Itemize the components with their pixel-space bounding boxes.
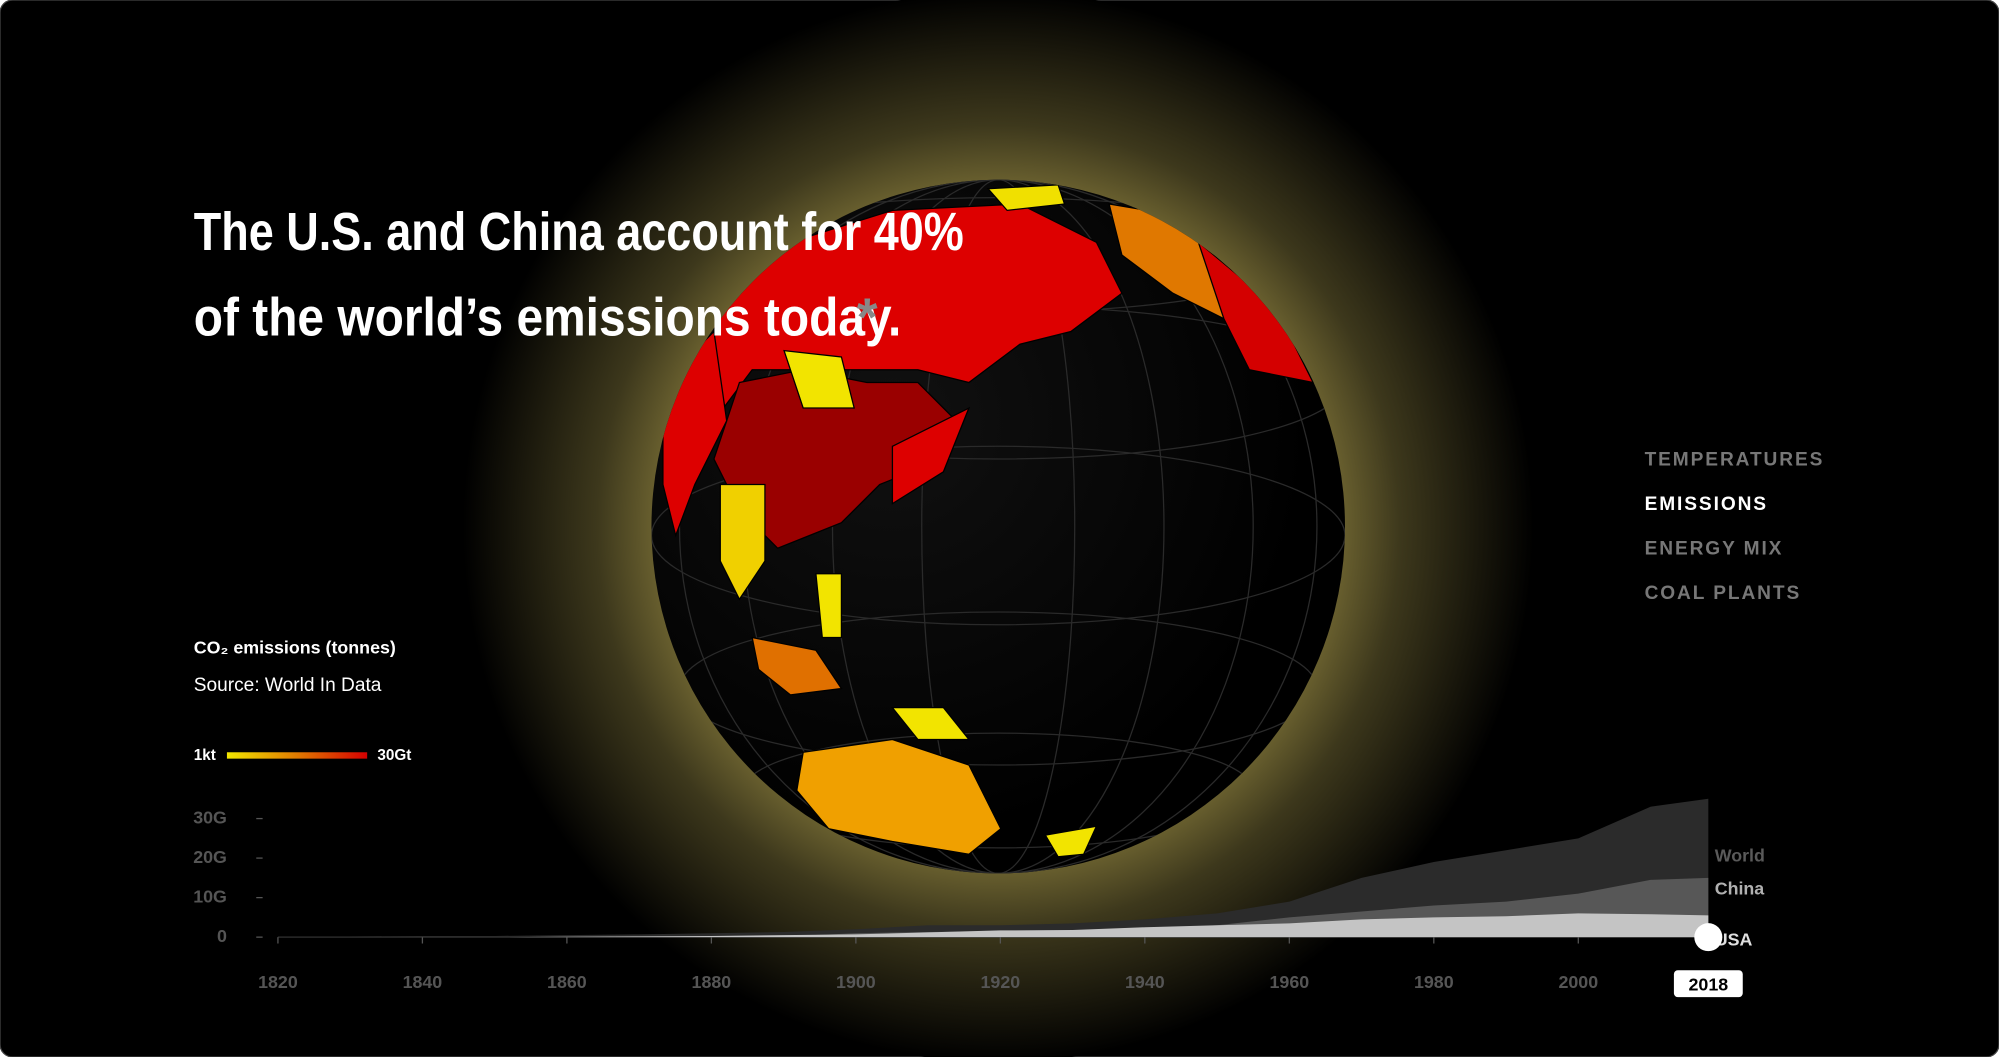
legend-label: USA <box>1715 930 1753 950</box>
x-tick-label: 2000 <box>1558 972 1598 992</box>
headline-line: of the world’s emissions today. <box>194 288 902 347</box>
nav-item[interactable]: COAL PLANTS <box>1645 583 1802 604</box>
scale-min-label: 1kt <box>194 747 216 764</box>
y-tick-label: 0 <box>217 926 227 946</box>
scale-max-label: 30Gt <box>377 747 411 764</box>
year-label: 2018 <box>1688 974 1728 994</box>
y-tick-label: 20G <box>193 847 227 867</box>
x-tick-label: 1940 <box>1125 972 1165 992</box>
y-tick-label: 10G <box>193 886 227 906</box>
legend: CO₂ emissions (tonnes) Source: World In … <box>194 638 412 764</box>
country-greenland <box>986 184 1066 212</box>
country-japan <box>891 406 971 505</box>
nav-item[interactable]: EMISSIONS <box>1645 494 1768 515</box>
country-indonesia <box>751 636 843 696</box>
year-slider-handle[interactable] <box>1694 923 1723 952</box>
color-scale <box>226 752 368 759</box>
headline: The U.S. and China account for 40% of th… <box>194 203 964 347</box>
emissions-chart: 0 10G 20G 30G 1820 1840 1860 1880 1900 1920 1940 19… <box>193 798 1766 998</box>
nav-item[interactable]: TEMPERATURES <box>1645 449 1825 470</box>
x-tick-label: 1900 <box>836 972 876 992</box>
legend-title: CO₂ emissions (tonnes) <box>194 638 396 658</box>
x-tick-label: 1840 <box>403 972 443 992</box>
x-tick-label: 1920 <box>981 972 1021 992</box>
countries <box>662 184 1315 858</box>
y-tick-label: 30G <box>193 807 227 827</box>
x-tick-label: 1820 <box>258 972 298 992</box>
globe <box>651 179 1345 874</box>
nav-item[interactable]: ENERGY MIX <box>1645 539 1784 560</box>
legend-label: China <box>1715 879 1766 899</box>
area <box>277 798 1709 938</box>
area <box>277 913 1709 938</box>
x-tick-label: 1860 <box>547 972 587 992</box>
footnote-mark: * <box>857 288 878 347</box>
nav: TEMPERATURES EMISSIONS ENERGY MIX COAL PLAN… <box>1645 449 1825 604</box>
headline-line: The U.S. and China account for 40% <box>194 203 964 262</box>
country-mongolia <box>783 349 855 409</box>
legend-source: Source: World In Data <box>194 675 382 696</box>
x-tick-label: 1980 <box>1414 972 1454 992</box>
legend-label: World <box>1715 846 1765 866</box>
country-png <box>891 707 971 741</box>
x-tick-label: 1960 <box>1269 972 1309 992</box>
country-australia <box>796 738 1002 855</box>
x-tick-label: 1880 <box>692 972 732 992</box>
year-label-box <box>1673 970 1743 998</box>
country-new-zealand <box>1044 825 1098 858</box>
country-southeast-asia <box>719 483 766 601</box>
country-philippines <box>815 573 843 639</box>
